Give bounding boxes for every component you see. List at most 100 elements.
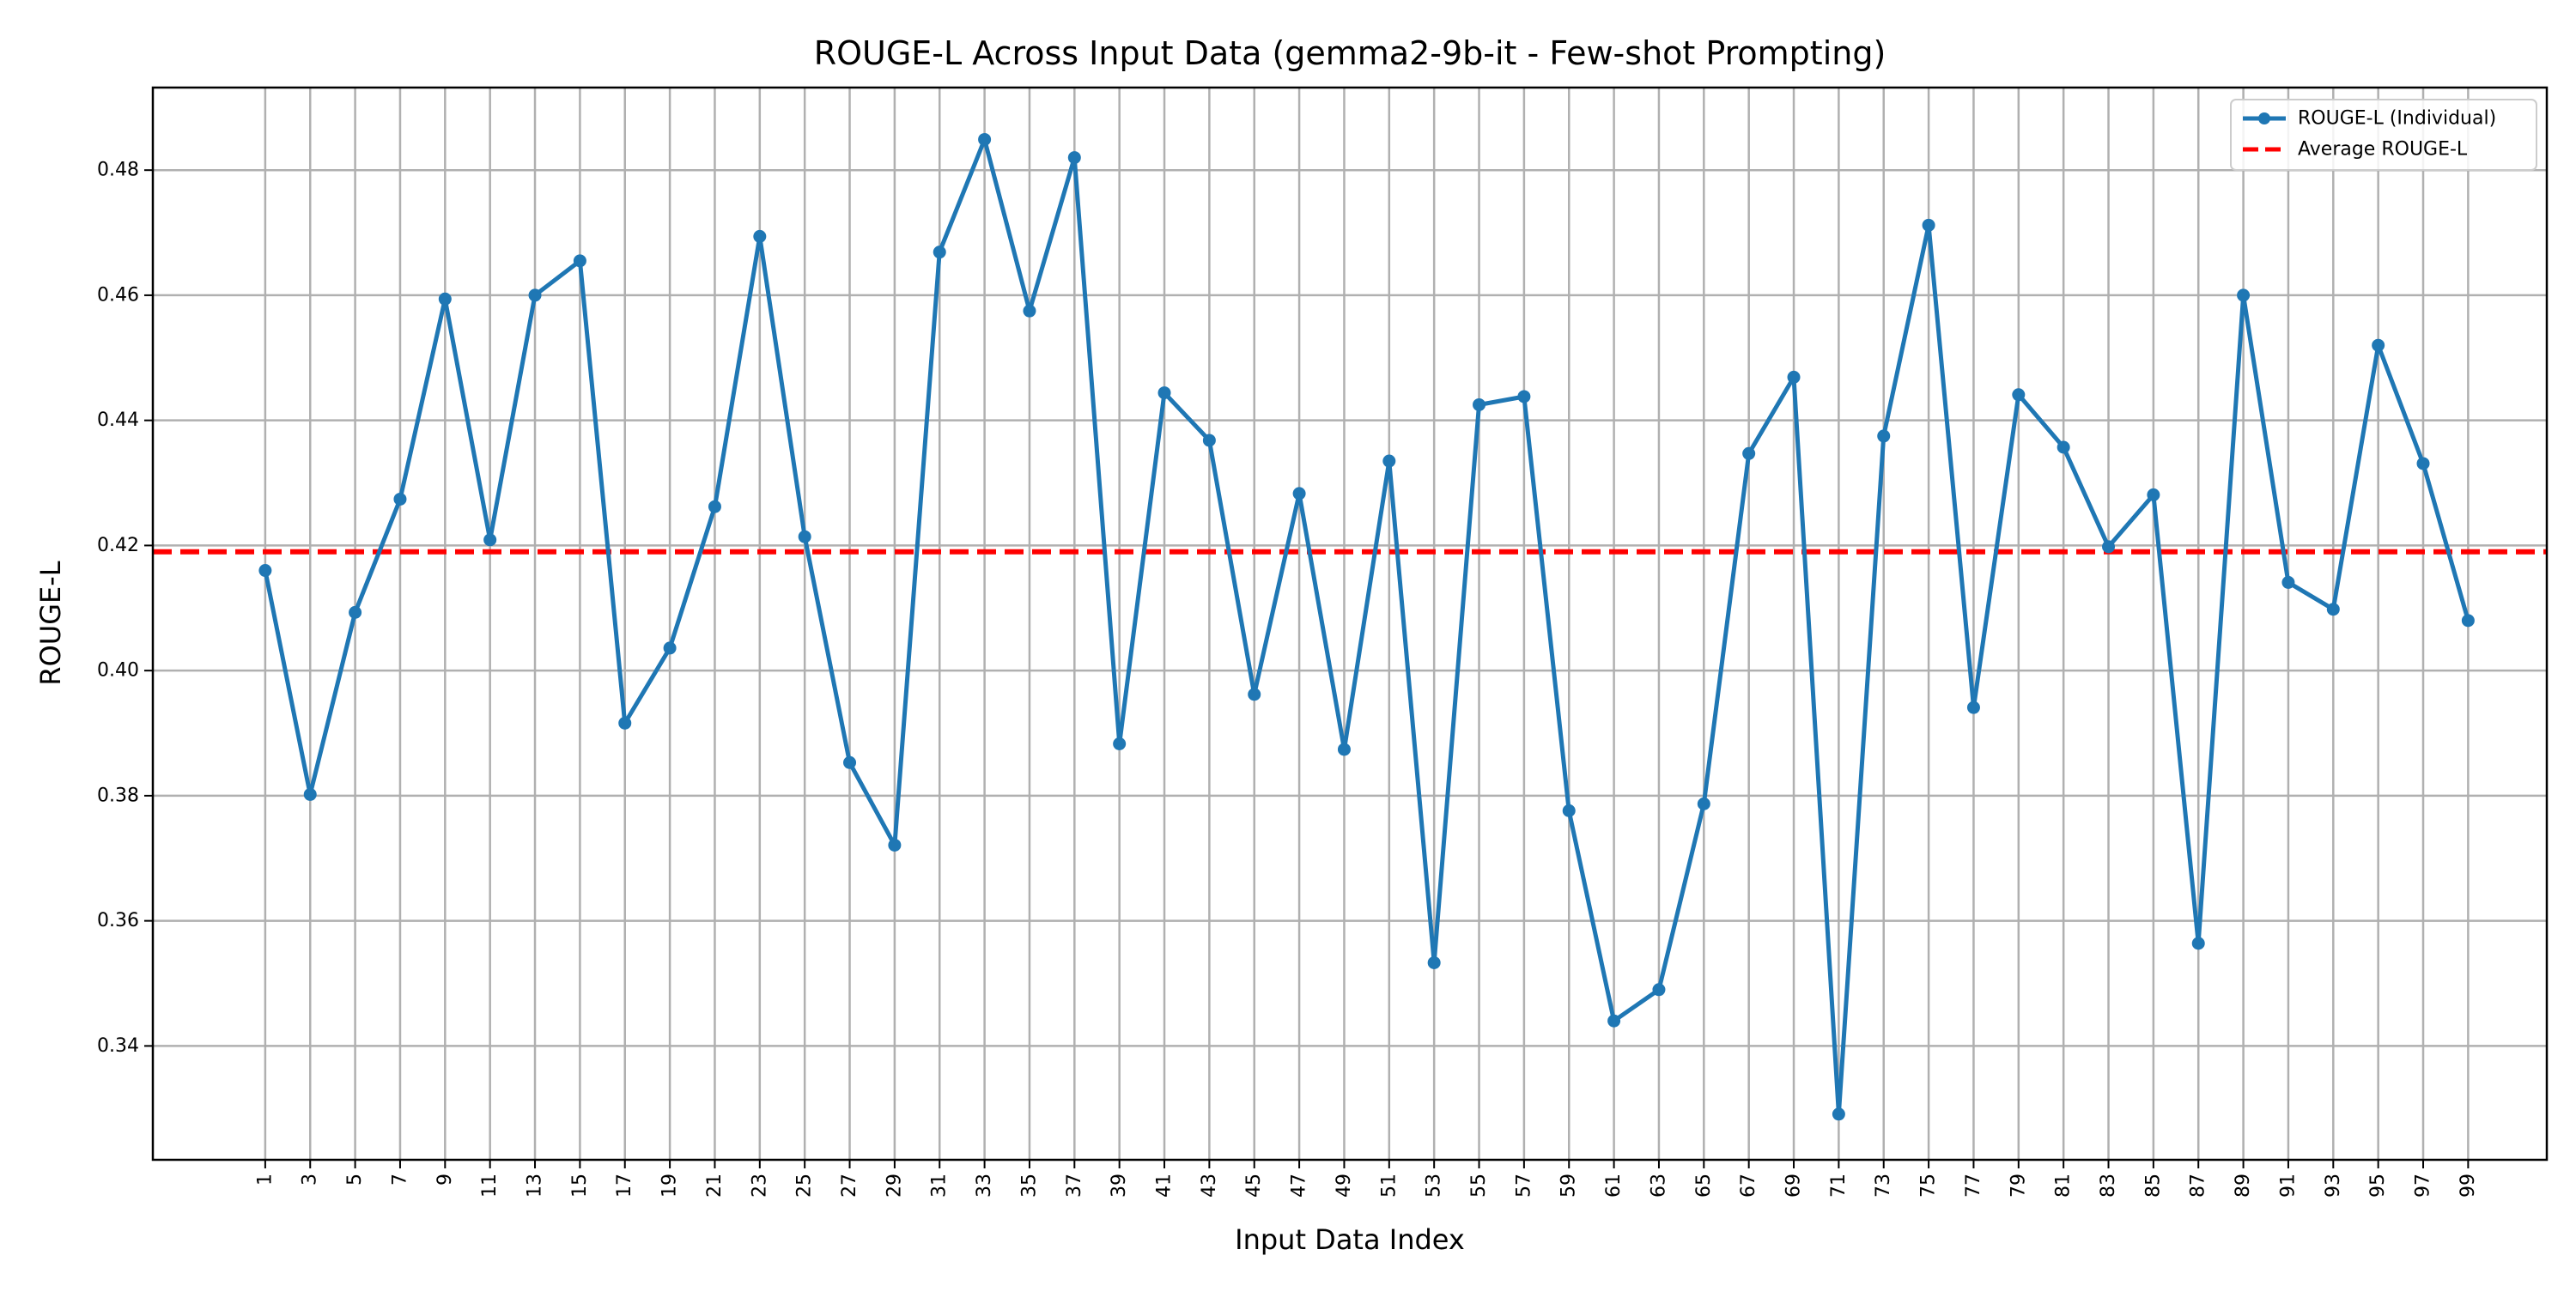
x-tick-label: 73 (1873, 1174, 1894, 1198)
x-tick-label: 49 (1334, 1174, 1355, 1198)
legend-box (2230, 99, 2537, 171)
y-tick-label: 0.44 (97, 409, 139, 431)
data-point (1607, 1014, 1621, 1028)
x-tick-label: 25 (794, 1174, 816, 1198)
x-tick-label: 45 (1243, 1174, 1265, 1198)
x-tick-label: 57 (1513, 1174, 1534, 1198)
ticks-layer: 1 3 5 7 9 11 13 15 17 19 21 23 25 27 29 31 33 35 37 39 41 43 4… (97, 160, 2479, 1198)
x-tick-label: 97 (2413, 1174, 2434, 1198)
data-point (2102, 540, 2116, 554)
data-point (2372, 338, 2385, 352)
x-tick-label: 41 (1154, 1174, 1176, 1198)
data-point (1877, 429, 1891, 443)
data-point (1427, 955, 1441, 969)
x-tick-label: 77 (1963, 1174, 1984, 1198)
data-point (2012, 388, 2026, 402)
y-tick-label: 0.48 (97, 160, 139, 181)
x-tick-label: 93 (2323, 1174, 2344, 1198)
x-tick-label: 13 (525, 1174, 546, 1198)
x-tick-label: 5 (344, 1174, 366, 1186)
data-point (798, 530, 811, 543)
data-point (753, 229, 767, 243)
y-tick-label: 0.42 (97, 535, 139, 556)
x-tick-label: 17 (614, 1174, 635, 1198)
data-point (1248, 688, 1261, 701)
x-tick-label: 71 (1828, 1174, 1850, 1198)
plot-frame (151, 86, 2549, 1162)
data-point (2326, 603, 2340, 616)
data-point (528, 288, 542, 302)
legend: ROUGE-L (Individual) Average ROUGE-L (2230, 99, 2537, 171)
data-point (663, 641, 677, 655)
x-tick-label: 75 (1918, 1174, 1940, 1198)
data-point (978, 132, 992, 146)
rouge-l-individual-line (263, 137, 2470, 1117)
x-tick-label: 65 (1693, 1174, 1715, 1198)
x-tick-label: 83 (2098, 1174, 2119, 1198)
x-tick-label: 85 (2142, 1174, 2164, 1198)
data-point (2191, 937, 2205, 950)
y-tick-label: 0.46 (97, 284, 139, 306)
x-tick-label: 11 (479, 1174, 501, 1198)
grid-layer (153, 88, 2547, 1160)
legend-label-individual: ROUGE-L (Individual) (2298, 108, 2496, 130)
y-tick-label: 0.38 (97, 785, 139, 806)
data-point (1832, 1107, 1845, 1121)
data-point (2416, 457, 2430, 470)
data-point (1517, 390, 1531, 403)
y-axis-label: ROUGE-L (34, 561, 67, 685)
x-tick-label: 39 (1109, 1174, 1130, 1198)
data-point (349, 605, 362, 619)
data-point (303, 787, 317, 801)
data-point (1652, 983, 1666, 997)
x-tick-label: 99 (2458, 1174, 2479, 1198)
x-tick-label: 35 (1018, 1174, 1040, 1198)
data-point (1922, 218, 1935, 232)
x-tick-label: 63 (1648, 1174, 1669, 1198)
data-point (2147, 488, 2160, 501)
y-tick-label: 0.36 (97, 910, 139, 931)
x-tick-label: 47 (1289, 1174, 1310, 1198)
x-tick-label: 9 (434, 1174, 456, 1186)
x-tick-label: 67 (1738, 1174, 1759, 1198)
x-tick-label: 79 (2008, 1174, 2029, 1198)
data-point (1157, 386, 1171, 400)
x-tick-label: 91 (2277, 1174, 2299, 1198)
data-point (393, 492, 407, 506)
x-tick-label: 27 (839, 1174, 860, 1198)
legend-label-average: Average ROUGE-L (2298, 139, 2468, 161)
series-layer (258, 132, 2475, 1121)
x-tick-label: 95 (2367, 1174, 2389, 1198)
data-point (1562, 804, 1576, 817)
x-tick-label: 87 (2188, 1174, 2209, 1198)
data-point (1787, 370, 1801, 384)
data-point (1473, 397, 1486, 411)
data-point (618, 716, 632, 730)
x-tick-label: 37 (1064, 1174, 1085, 1198)
data-point (1202, 434, 1216, 447)
data-point (933, 246, 946, 259)
data-point (1337, 743, 1351, 756)
data-point (1292, 487, 1306, 500)
chart-title: ROUGE-L Across Input Data (gemma2-9b-it … (814, 34, 1886, 72)
data-point (708, 500, 721, 513)
x-tick-label: 31 (929, 1174, 951, 1198)
data-point (1023, 304, 1036, 318)
x-tick-label: 81 (2053, 1174, 2075, 1198)
x-tick-label: 61 (1603, 1174, 1625, 1198)
x-tick-label: 53 (1424, 1174, 1445, 1198)
x-tick-label: 23 (749, 1174, 770, 1198)
x-tick-label: 59 (1558, 1174, 1580, 1198)
data-point (438, 292, 452, 306)
x-tick-label: 21 (704, 1174, 726, 1198)
data-point (888, 838, 902, 852)
data-point (483, 533, 497, 547)
x-tick-label: 7 (389, 1174, 410, 1186)
legend-marker-individual (2258, 112, 2270, 124)
x-tick-label: 51 (1378, 1174, 1400, 1198)
data-point (1742, 446, 1756, 460)
x-tick-label: 89 (2233, 1174, 2254, 1198)
x-tick-label: 43 (1199, 1174, 1220, 1198)
